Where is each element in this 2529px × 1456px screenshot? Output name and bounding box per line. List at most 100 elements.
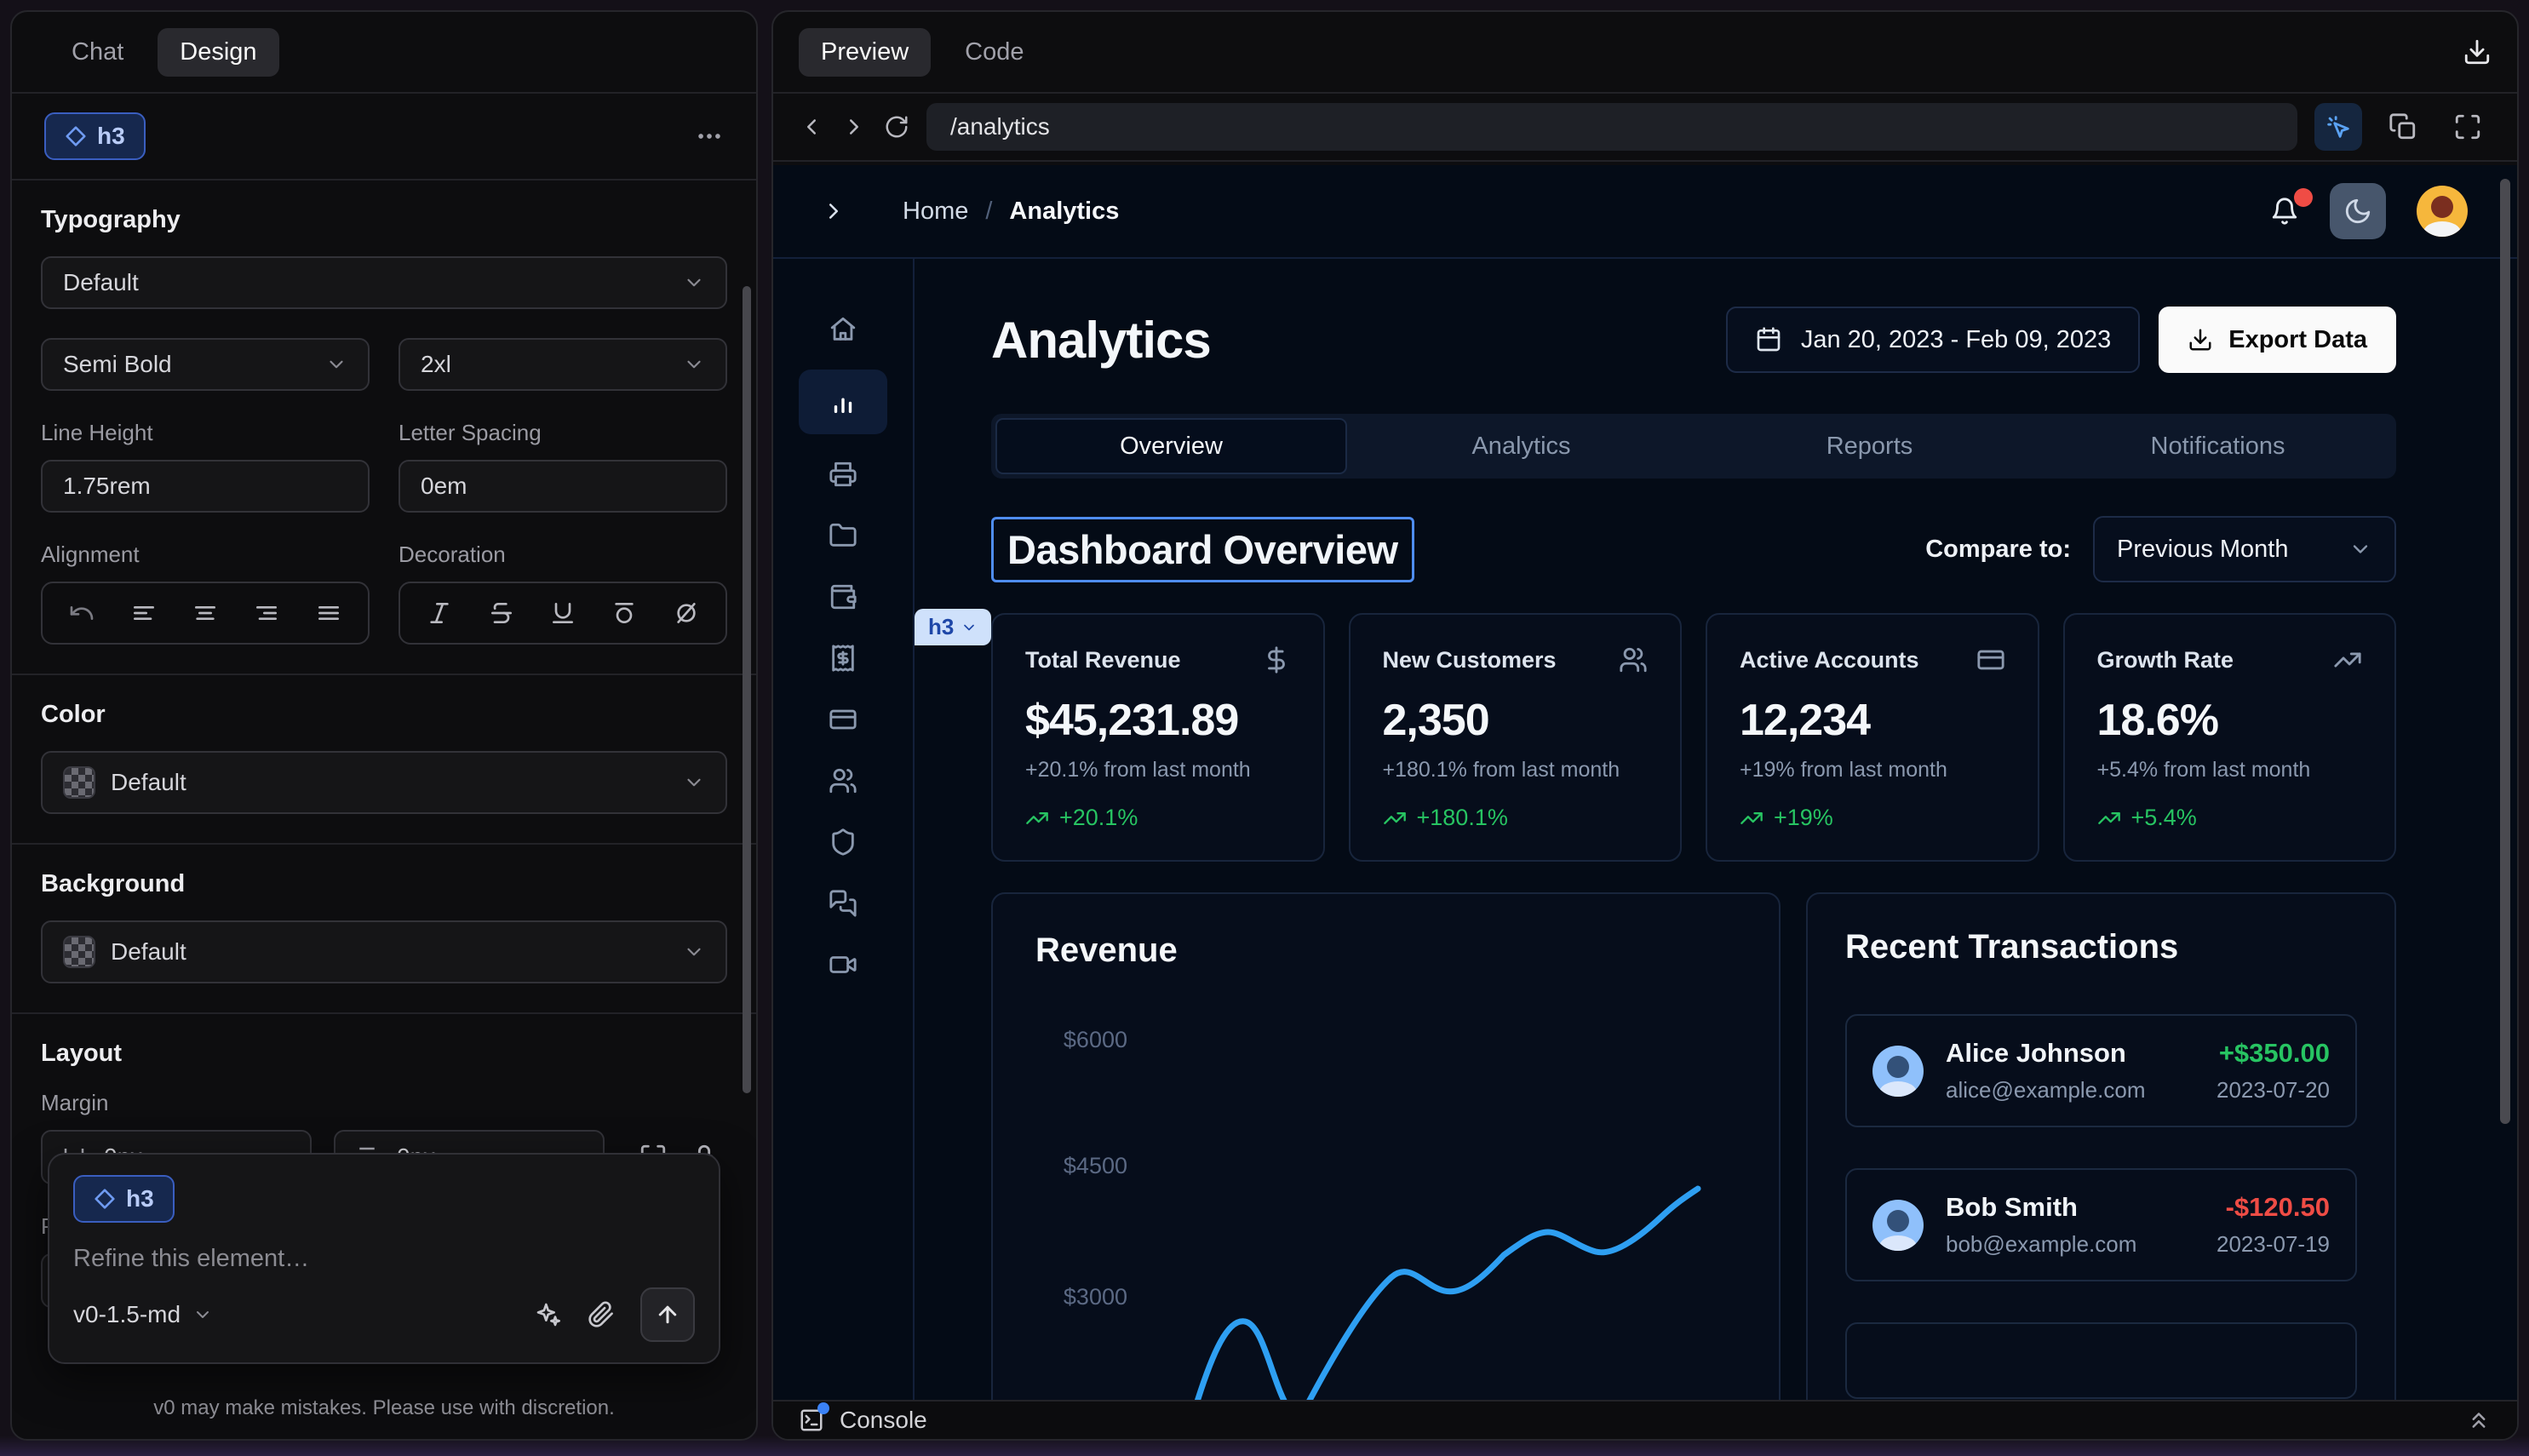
sidebar-expand-icon[interactable] — [821, 198, 846, 224]
refresh-icon[interactable] — [884, 114, 909, 140]
layout-title: Layout — [41, 1040, 123, 1067]
forward-icon[interactable] — [841, 114, 867, 140]
sidebar-item-wallet[interactable] — [816, 576, 870, 618]
selection-tag-pill[interactable]: h3 — [915, 609, 992, 645]
messages-icon — [829, 889, 857, 918]
font-weight-select[interactable]: Semi Bold — [41, 338, 370, 391]
selected-element-row: h3 — [12, 94, 756, 181]
theme-toggle-button[interactable] — [2330, 183, 2386, 239]
url-input[interactable] — [926, 103, 2297, 151]
sidebar-item-cards[interactable] — [816, 698, 870, 741]
tab-code[interactable]: Code — [965, 37, 1024, 66]
more-options-icon[interactable] — [695, 122, 724, 151]
send-button[interactable] — [640, 1287, 695, 1342]
dollar-sign-icon — [1262, 645, 1291, 674]
align-right-icon[interactable] — [253, 599, 280, 627]
transaction-email: alice@example.com — [1946, 1077, 2146, 1103]
refine-element-composer: h3 Refine this element… v0-1.5-md — [48, 1153, 720, 1364]
sidebar-item-messages[interactable] — [816, 882, 870, 925]
breadcrumb-home[interactable]: Home — [903, 197, 969, 225]
attach-file-icon[interactable] — [588, 1301, 615, 1328]
tab-reports[interactable]: Reports — [1826, 432, 1913, 460]
transaction-row[interactable]: Alice Johnson alice@example.com +$350.00… — [1845, 1014, 2357, 1127]
notifications-button[interactable] — [2270, 188, 2313, 226]
background-section: Background Default — [12, 845, 756, 1014]
rendered-app: Home / Analytics — [773, 165, 2517, 1400]
back-icon[interactable] — [799, 114, 824, 140]
no-decoration-icon[interactable] — [673, 599, 700, 627]
preview-scrollbar[interactable] — [2500, 179, 2510, 1124]
sparkles-icon[interactable] — [535, 1301, 562, 1328]
revenue-line-chart — [1194, 1185, 1701, 1400]
sidebar-item-home[interactable] — [816, 308, 870, 351]
refine-input[interactable]: Refine this element… — [73, 1245, 310, 1272]
export-data-button[interactable]: Export Data — [2159, 307, 2396, 373]
font-size-select[interactable]: 2xl — [399, 338, 727, 391]
selected-heading[interactable]: Dashboard Overview — [991, 516, 1414, 582]
transaction-name: Bob Smith — [1946, 1192, 2078, 1222]
align-left-icon[interactable] — [130, 599, 158, 627]
console-bar[interactable]: Console — [773, 1400, 2517, 1439]
background-value: Default — [111, 938, 186, 965]
user-avatar[interactable] — [2417, 186, 2468, 237]
color-select[interactable]: Default — [41, 751, 727, 814]
tab-chat[interactable]: Chat — [72, 37, 124, 66]
font-family-select[interactable]: Default — [41, 256, 727, 309]
tab-analytics[interactable]: Analytics — [1471, 432, 1571, 460]
typography-title: Typography — [41, 206, 181, 233]
compare-to-label: Compare to: — [1925, 535, 2071, 563]
underline-icon[interactable] — [549, 599, 576, 627]
fullscreen-button[interactable] — [2444, 103, 2492, 151]
font-family-value: Default — [63, 269, 139, 295]
notification-dot — [2294, 188, 2313, 207]
stat-delta: +5.4% — [2130, 805, 2197, 830]
tab-overview[interactable]: Overview — [995, 418, 1347, 474]
stat-subtitle: +5.4% from last month — [2096, 758, 2311, 782]
stat-card-total-revenue: Total Revenue $45,231.89 +20.1% from las… — [991, 613, 1325, 862]
open-in-new-button[interactable] — [2379, 103, 2427, 151]
chevron-down-icon — [683, 941, 705, 963]
transaction-row[interactable]: Bob Smith bob@example.com -$120.50 2023-… — [1845, 1168, 2357, 1281]
date-range-button[interactable]: Jan 20, 2023 - Feb 09, 2023 — [1725, 307, 2141, 373]
page-title: Analytics — [991, 311, 1212, 369]
letter-spacing-input[interactable]: 0em — [399, 460, 727, 513]
wallet-icon — [829, 582, 857, 611]
trending-up-icon — [1740, 806, 1763, 830]
strikethrough-icon[interactable] — [488, 599, 515, 627]
sidebar-item-analytics[interactable] — [799, 370, 887, 434]
sidebar-item-receipts[interactable] — [816, 637, 870, 679]
tab-design[interactable]: Design — [158, 27, 279, 77]
transaction-amount: -$120.50 — [2225, 1192, 2330, 1222]
tab-notifications[interactable]: Notifications — [2150, 432, 2285, 460]
alignment-toolbar — [41, 582, 370, 645]
line-height-input[interactable]: 1.75rem — [41, 460, 370, 513]
download-icon[interactable] — [2463, 37, 2492, 66]
overline-icon[interactable] — [611, 599, 638, 627]
chevrons-up-icon[interactable] — [2466, 1407, 2492, 1433]
transaction-avatar — [1872, 1045, 1924, 1097]
sidebar-scrollbar[interactable] — [743, 286, 751, 1093]
app-topbar: Home / Analytics — [773, 165, 2517, 259]
background-select[interactable]: Default — [41, 920, 727, 983]
sidebar-item-files[interactable] — [816, 514, 870, 557]
refine-element-badge[interactable]: h3 — [73, 1175, 175, 1223]
align-justify-icon[interactable] — [315, 599, 342, 627]
tab-preview[interactable]: Preview — [799, 27, 932, 77]
recent-transactions-card: Recent Transactions Alice Johnson alice@… — [1806, 892, 2396, 1400]
italic-icon[interactable] — [426, 599, 453, 627]
model-name: v0-1.5-md — [73, 1301, 181, 1327]
sidebar-item-security[interactable] — [816, 821, 870, 863]
inspect-element-button[interactable] — [2314, 103, 2362, 151]
letter-spacing-label: Letter Spacing — [399, 420, 542, 445]
align-center-icon[interactable] — [192, 599, 219, 627]
decoration-label: Decoration — [399, 542, 506, 567]
selected-element-badge[interactable]: h3 — [44, 112, 146, 160]
app-main: Analytics Jan 20, 2023 - Feb 09, 2023 Ex… — [915, 259, 2517, 1400]
console-label: Console — [840, 1407, 927, 1433]
reset-alignment-icon[interactable] — [68, 599, 95, 627]
sidebar-item-customers[interactable] — [816, 760, 870, 802]
sidebar-item-video[interactable] — [816, 943, 870, 986]
model-select[interactable]: v0-1.5-md — [73, 1301, 213, 1328]
compare-period-select[interactable]: Previous Month — [2093, 516, 2396, 582]
sidebar-item-invoices[interactable] — [816, 453, 870, 496]
